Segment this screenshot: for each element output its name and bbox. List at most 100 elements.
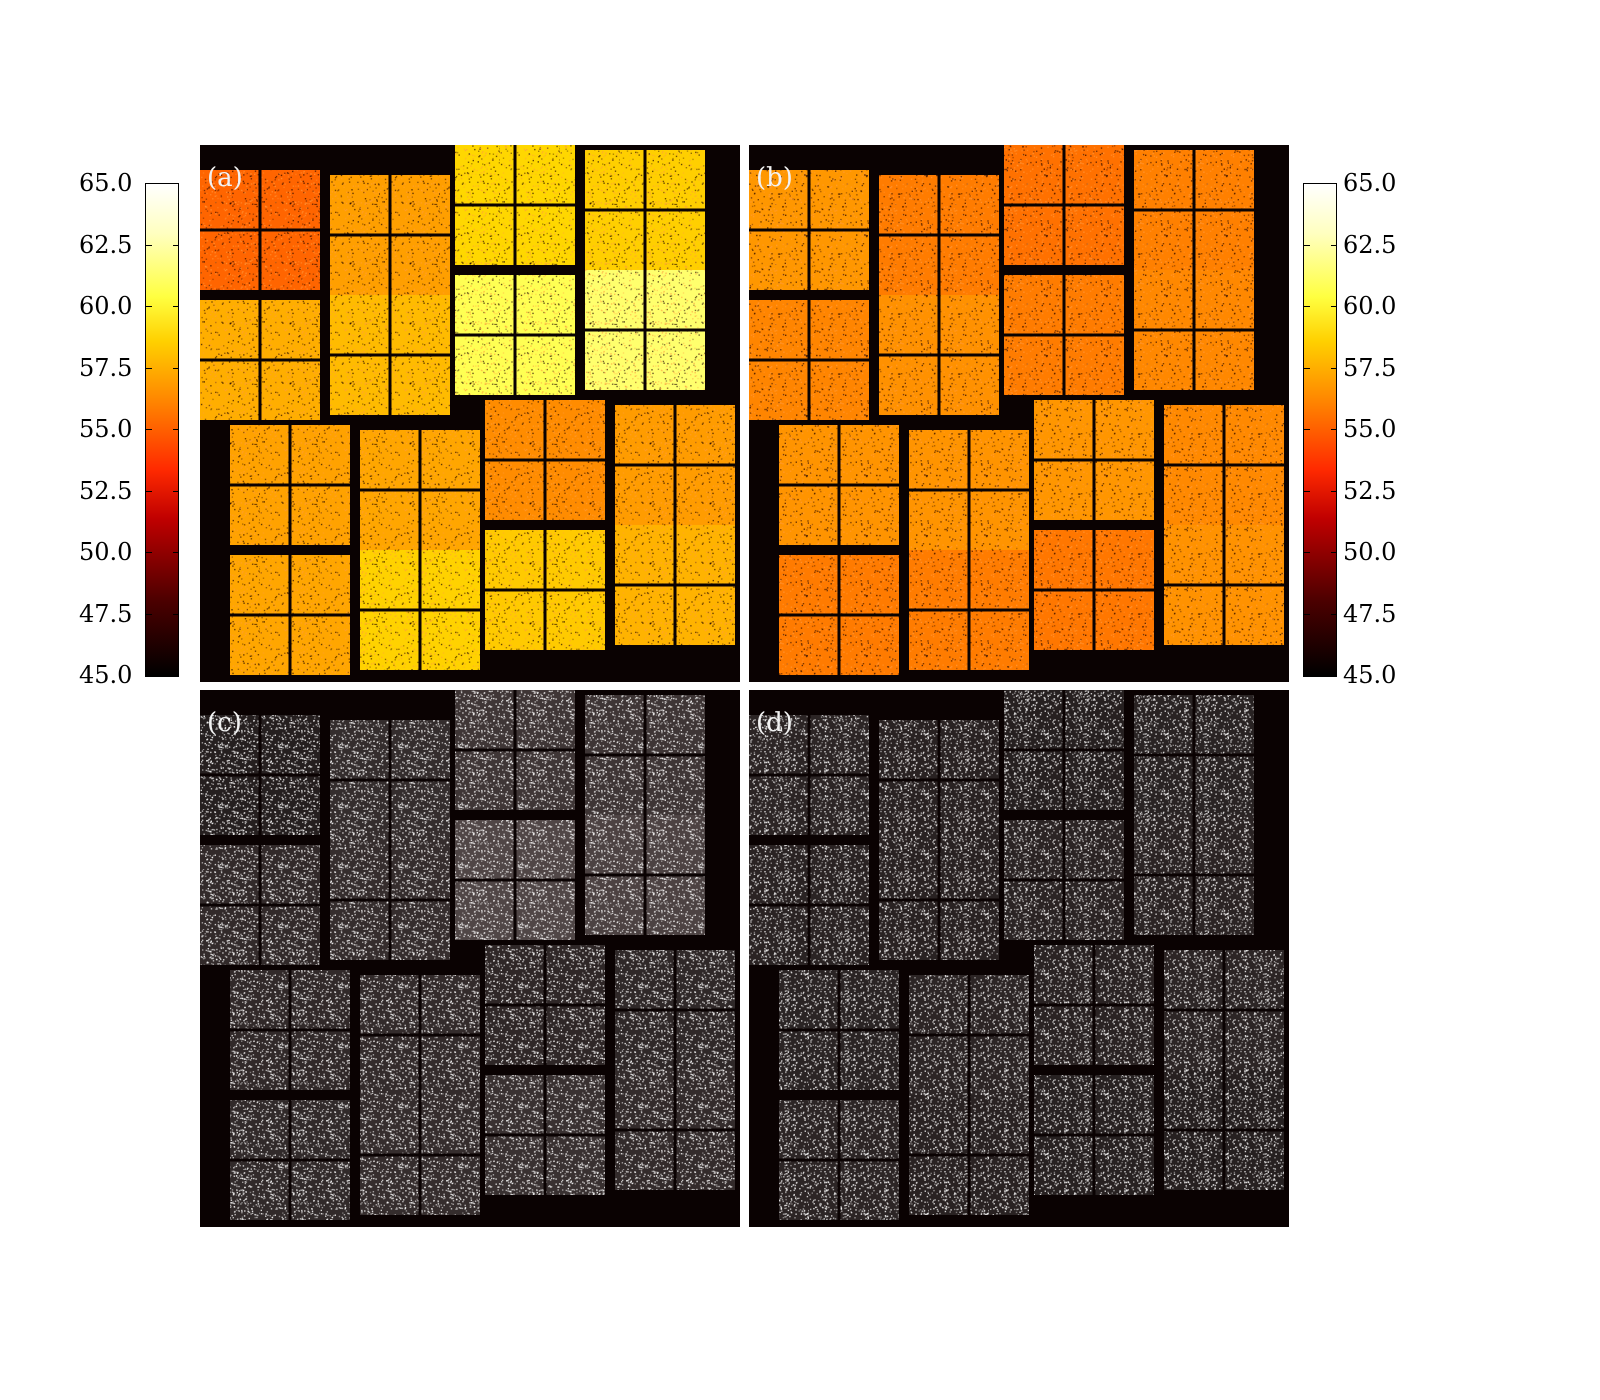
colorbar-tick-label: 60.0 (79, 292, 133, 320)
sensor-tile-noise (940, 356, 999, 415)
sensor-tile-noise (1095, 945, 1154, 1004)
colorbar-tick-label: 65.0 (79, 169, 133, 197)
sensor-tile-noise (1195, 211, 1254, 270)
sensor-tile-noise (360, 975, 419, 1034)
sensor-tile-noise (546, 461, 605, 520)
sensor-tile-noise (291, 1031, 350, 1090)
colorbar-tick-label: 57.5 (79, 353, 133, 382)
sensor-tile-noise (840, 555, 899, 614)
sensor-tile-noise (261, 715, 320, 774)
sensor-tile-noise (421, 491, 480, 550)
sensor-tile-noise (779, 970, 838, 1029)
sensor-tile-noise (585, 756, 644, 815)
sensor-tile-noise (1225, 525, 1284, 584)
sensor-tile-noise (1134, 756, 1193, 815)
sensor-tile-noise (1195, 695, 1254, 754)
sensor-tile-noise (516, 336, 575, 395)
sensor-tile-noise (516, 690, 575, 749)
sensor-tile-noise (330, 295, 389, 354)
sensor-tile-noise (676, 525, 735, 584)
sensor-tile-noise (1004, 690, 1063, 749)
sensor-tile-noise (615, 950, 674, 1009)
sensor-tile-noise (840, 1161, 899, 1220)
sensor-tile-noise (230, 1031, 289, 1090)
sensor-tile-noise (879, 720, 938, 779)
sensor-tile-noise (1095, 1006, 1154, 1065)
sensor-tile-noise (230, 555, 289, 614)
sensor-tile-noise (676, 1011, 735, 1070)
sensor-tile-noise (516, 275, 575, 334)
sensor-tile-noise (1034, 530, 1093, 589)
sensor-tile-noise (970, 1095, 1029, 1154)
colorbar-tick-label: 55.0 (79, 415, 133, 443)
panel-a-tile-mosaic (200, 145, 735, 675)
sensor-tile-noise (749, 361, 808, 420)
sensor-tile-noise (330, 175, 389, 234)
colorbar-tick (173, 244, 179, 246)
sensor-tile-noise (940, 840, 999, 899)
sensor-tile-noise (1164, 586, 1223, 645)
sensor-tile-noise (391, 781, 450, 840)
sensor-tile-noise (676, 1131, 735, 1190)
sensor-tile-noise (1195, 270, 1254, 329)
sensor-tile-noise (1195, 331, 1254, 390)
sensor-tile-noise (779, 555, 838, 614)
colorbar-tick (173, 490, 179, 492)
colorbar-tick-label: 45.0 (1343, 661, 1397, 689)
sensor-tile-noise (1095, 400, 1154, 459)
sensor-tile-noise (879, 356, 938, 415)
sensor-tile-noise (840, 970, 899, 1029)
colorbar-tick (1331, 183, 1337, 184)
colorbar-tick (173, 675, 179, 676)
sensor-tile-noise (1034, 461, 1093, 520)
sensor-tile-noise (421, 1156, 480, 1215)
sensor-tile-noise (615, 466, 674, 525)
sensor-tile-noise (1065, 690, 1124, 749)
sensor-tile-noise (200, 906, 259, 965)
sensor-tile-noise (840, 1031, 899, 1090)
sensor-tile-noise (330, 840, 389, 899)
sensor-tile-noise (1095, 591, 1154, 650)
sensor-tile-noise (909, 1156, 968, 1215)
sensor-tile-noise (1225, 1070, 1284, 1129)
sensor-tile-noise (516, 751, 575, 810)
colorbar-tick (1304, 552, 1310, 553)
sensor-tile-noise (646, 150, 705, 209)
sensor-tile-noise (646, 756, 705, 815)
colorbar-tick-label: 47.5 (79, 599, 133, 628)
sensor-tile-noise (615, 1011, 674, 1070)
sensor-tile-noise (261, 231, 320, 290)
colorbar-tick (146, 306, 152, 307)
colorbar-tick (146, 490, 152, 492)
sensor-tile-noise (940, 781, 999, 840)
sensor-tile-noise (1065, 881, 1124, 940)
colorbar-tick (1331, 490, 1337, 492)
colorbar-tick (146, 552, 152, 553)
colorbar-tick-label: 62.5 (79, 230, 133, 259)
sensor-tile-noise (200, 715, 259, 774)
sensor-tile-noise (291, 616, 350, 675)
colorbar-tick (146, 244, 152, 246)
sensor-tile-noise (840, 616, 899, 675)
panel-c-tile-mosaic (200, 690, 735, 1220)
sensor-tile-noise (455, 275, 514, 334)
sensor-tile-noise (455, 751, 514, 810)
sensor-tile-noise (1164, 1011, 1223, 1070)
sensor-tile-noise (485, 461, 544, 520)
sensor-tile-noise (1134, 150, 1193, 209)
sensor-tile-noise (1195, 815, 1254, 874)
sensor-tile-noise (1134, 211, 1193, 270)
sensor-tile-noise (646, 815, 705, 874)
sensor-tile-noise (421, 975, 480, 1034)
colorbar-tick (1304, 429, 1310, 430)
colorbar-tick (173, 183, 179, 184)
sensor-tile-noise (779, 616, 838, 675)
sensor-tile-noise (940, 175, 999, 234)
sensor-tile-noise (879, 901, 938, 960)
sensor-tile-noise (546, 1075, 605, 1134)
sensor-tile-noise (1195, 150, 1254, 209)
sensor-tile-noise (360, 611, 419, 670)
colorbar-tick-label: 60.0 (1343, 292, 1397, 320)
sensor-tile-noise (810, 300, 869, 359)
sensor-tile-noise (585, 331, 644, 390)
